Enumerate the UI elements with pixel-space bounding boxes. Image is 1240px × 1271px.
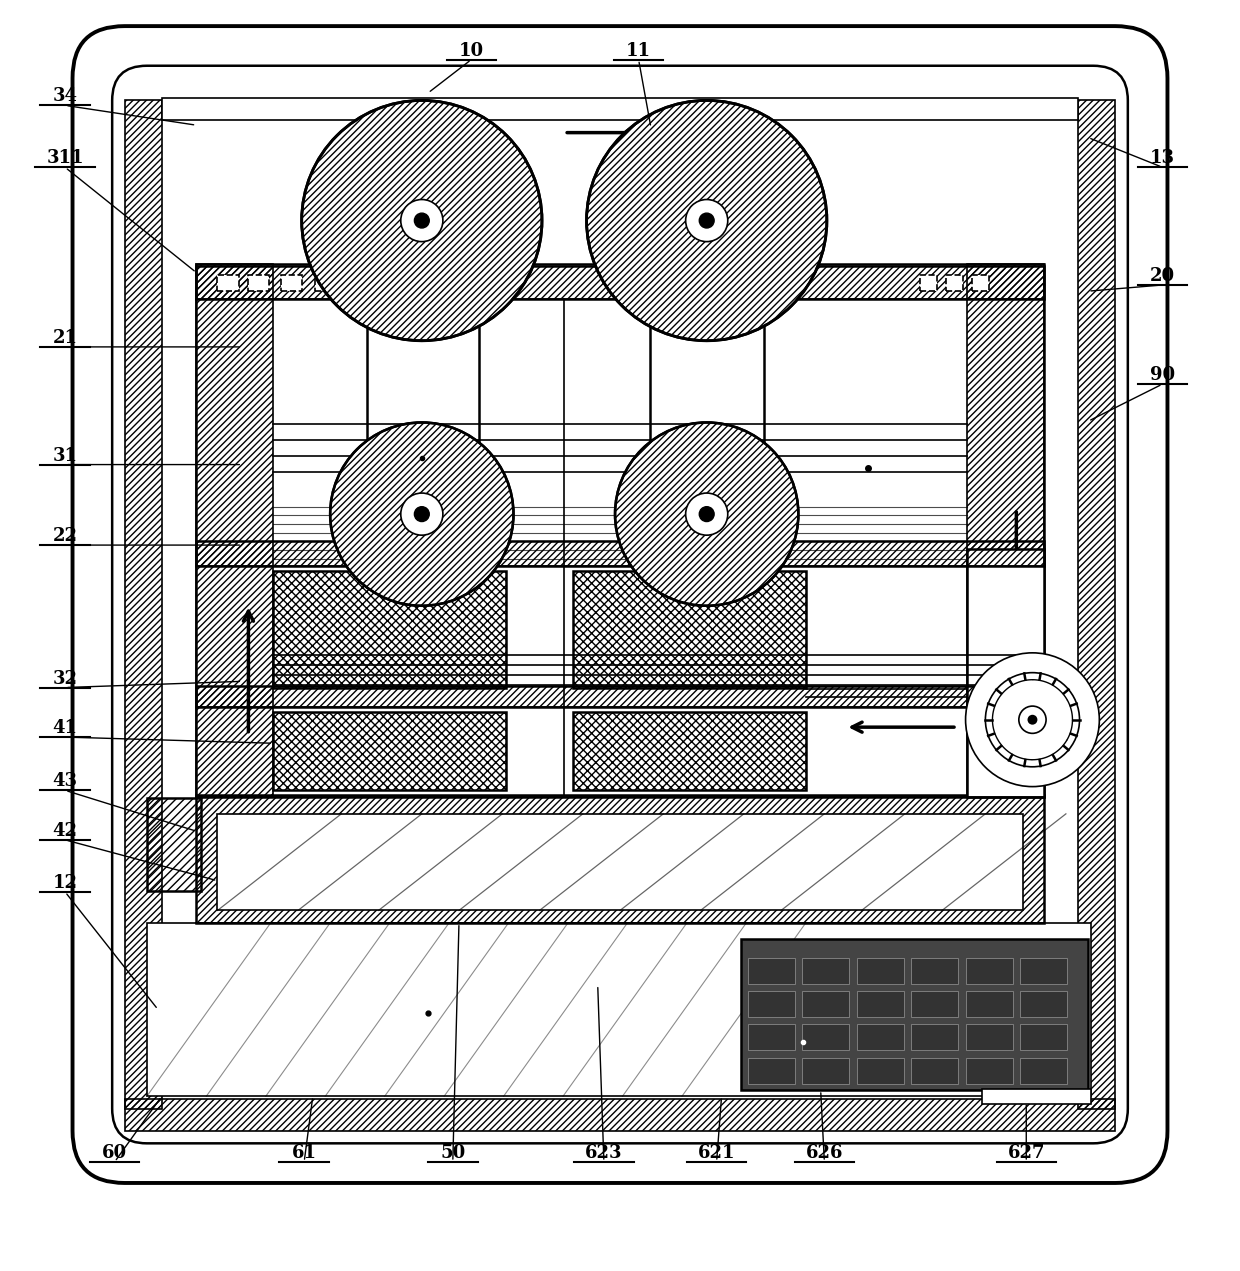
Bar <box>857 1057 904 1084</box>
Circle shape <box>301 100 542 341</box>
Text: 623: 623 <box>585 1144 622 1162</box>
Bar <box>857 1024 904 1050</box>
Bar <box>748 1057 795 1084</box>
Circle shape <box>330 422 513 606</box>
Circle shape <box>414 507 429 521</box>
Text: 627: 627 <box>1008 1144 1045 1162</box>
Bar <box>124 100 161 1108</box>
Bar <box>217 275 238 291</box>
Text: 50: 50 <box>440 1144 465 1162</box>
Bar <box>1021 957 1068 984</box>
Bar <box>802 991 849 1017</box>
Bar <box>857 991 904 1017</box>
Text: 12: 12 <box>52 874 78 892</box>
Bar <box>146 923 1091 1097</box>
Bar <box>573 712 806 791</box>
FancyBboxPatch shape <box>72 27 1168 1183</box>
Text: 11: 11 <box>626 42 651 60</box>
Bar <box>857 957 904 984</box>
Circle shape <box>966 653 1100 787</box>
Bar <box>196 541 1044 566</box>
Circle shape <box>587 100 827 341</box>
Circle shape <box>699 507 714 521</box>
Text: 43: 43 <box>52 773 78 791</box>
Bar <box>573 571 806 688</box>
Circle shape <box>686 200 728 241</box>
Bar <box>161 98 1079 121</box>
Text: 10: 10 <box>459 42 484 60</box>
Bar <box>911 957 959 984</box>
Text: 22: 22 <box>52 527 78 545</box>
Bar <box>742 939 1089 1091</box>
Bar <box>196 796 1044 923</box>
Circle shape <box>1028 714 1038 724</box>
Bar <box>273 712 506 791</box>
Text: 34: 34 <box>52 88 78 105</box>
Bar <box>911 1057 959 1084</box>
Text: 32: 32 <box>52 670 78 688</box>
Text: 20: 20 <box>1149 267 1176 285</box>
Text: 61: 61 <box>291 1144 316 1162</box>
Bar <box>920 275 937 291</box>
Bar <box>196 264 1044 797</box>
Bar <box>946 275 963 291</box>
Circle shape <box>414 214 429 228</box>
Text: 42: 42 <box>52 822 78 840</box>
Bar <box>966 1057 1013 1084</box>
Text: 13: 13 <box>1149 149 1176 168</box>
Bar <box>802 1024 849 1050</box>
Bar <box>196 264 273 797</box>
Circle shape <box>401 200 443 241</box>
Bar <box>966 957 1013 984</box>
Bar <box>248 275 269 291</box>
Bar <box>124 1098 1116 1131</box>
Text: 60: 60 <box>102 1144 128 1162</box>
Bar <box>146 798 201 891</box>
Text: 31: 31 <box>52 446 78 465</box>
Bar <box>748 991 795 1017</box>
Bar <box>1021 991 1068 1017</box>
Bar <box>982 1089 1091 1103</box>
Bar <box>966 1024 1013 1050</box>
Circle shape <box>1019 707 1047 733</box>
Bar <box>911 991 959 1017</box>
Bar <box>911 1024 959 1050</box>
Bar <box>802 1057 849 1084</box>
Bar <box>967 264 1044 797</box>
Bar <box>196 686 1044 708</box>
Text: 41: 41 <box>52 719 78 737</box>
Circle shape <box>401 493 443 535</box>
Bar <box>1079 100 1116 1108</box>
Circle shape <box>615 422 799 606</box>
Bar <box>972 275 990 291</box>
Bar <box>966 991 1013 1017</box>
Bar <box>748 957 795 984</box>
Circle shape <box>699 214 714 228</box>
Text: 90: 90 <box>1149 366 1176 384</box>
Bar <box>967 549 1044 797</box>
Bar <box>748 1024 795 1050</box>
Bar <box>1021 1024 1068 1050</box>
Bar <box>315 275 336 291</box>
Text: 311: 311 <box>46 149 84 168</box>
Bar <box>802 957 849 984</box>
Bar <box>217 813 1023 910</box>
Bar <box>280 275 301 291</box>
Text: 621: 621 <box>698 1144 735 1162</box>
Bar <box>196 267 1044 299</box>
Text: 626: 626 <box>806 1144 843 1162</box>
Circle shape <box>686 493 728 535</box>
Text: 21: 21 <box>52 329 78 347</box>
Bar <box>273 571 506 688</box>
Bar <box>1021 1057 1068 1084</box>
Circle shape <box>986 672 1080 766</box>
